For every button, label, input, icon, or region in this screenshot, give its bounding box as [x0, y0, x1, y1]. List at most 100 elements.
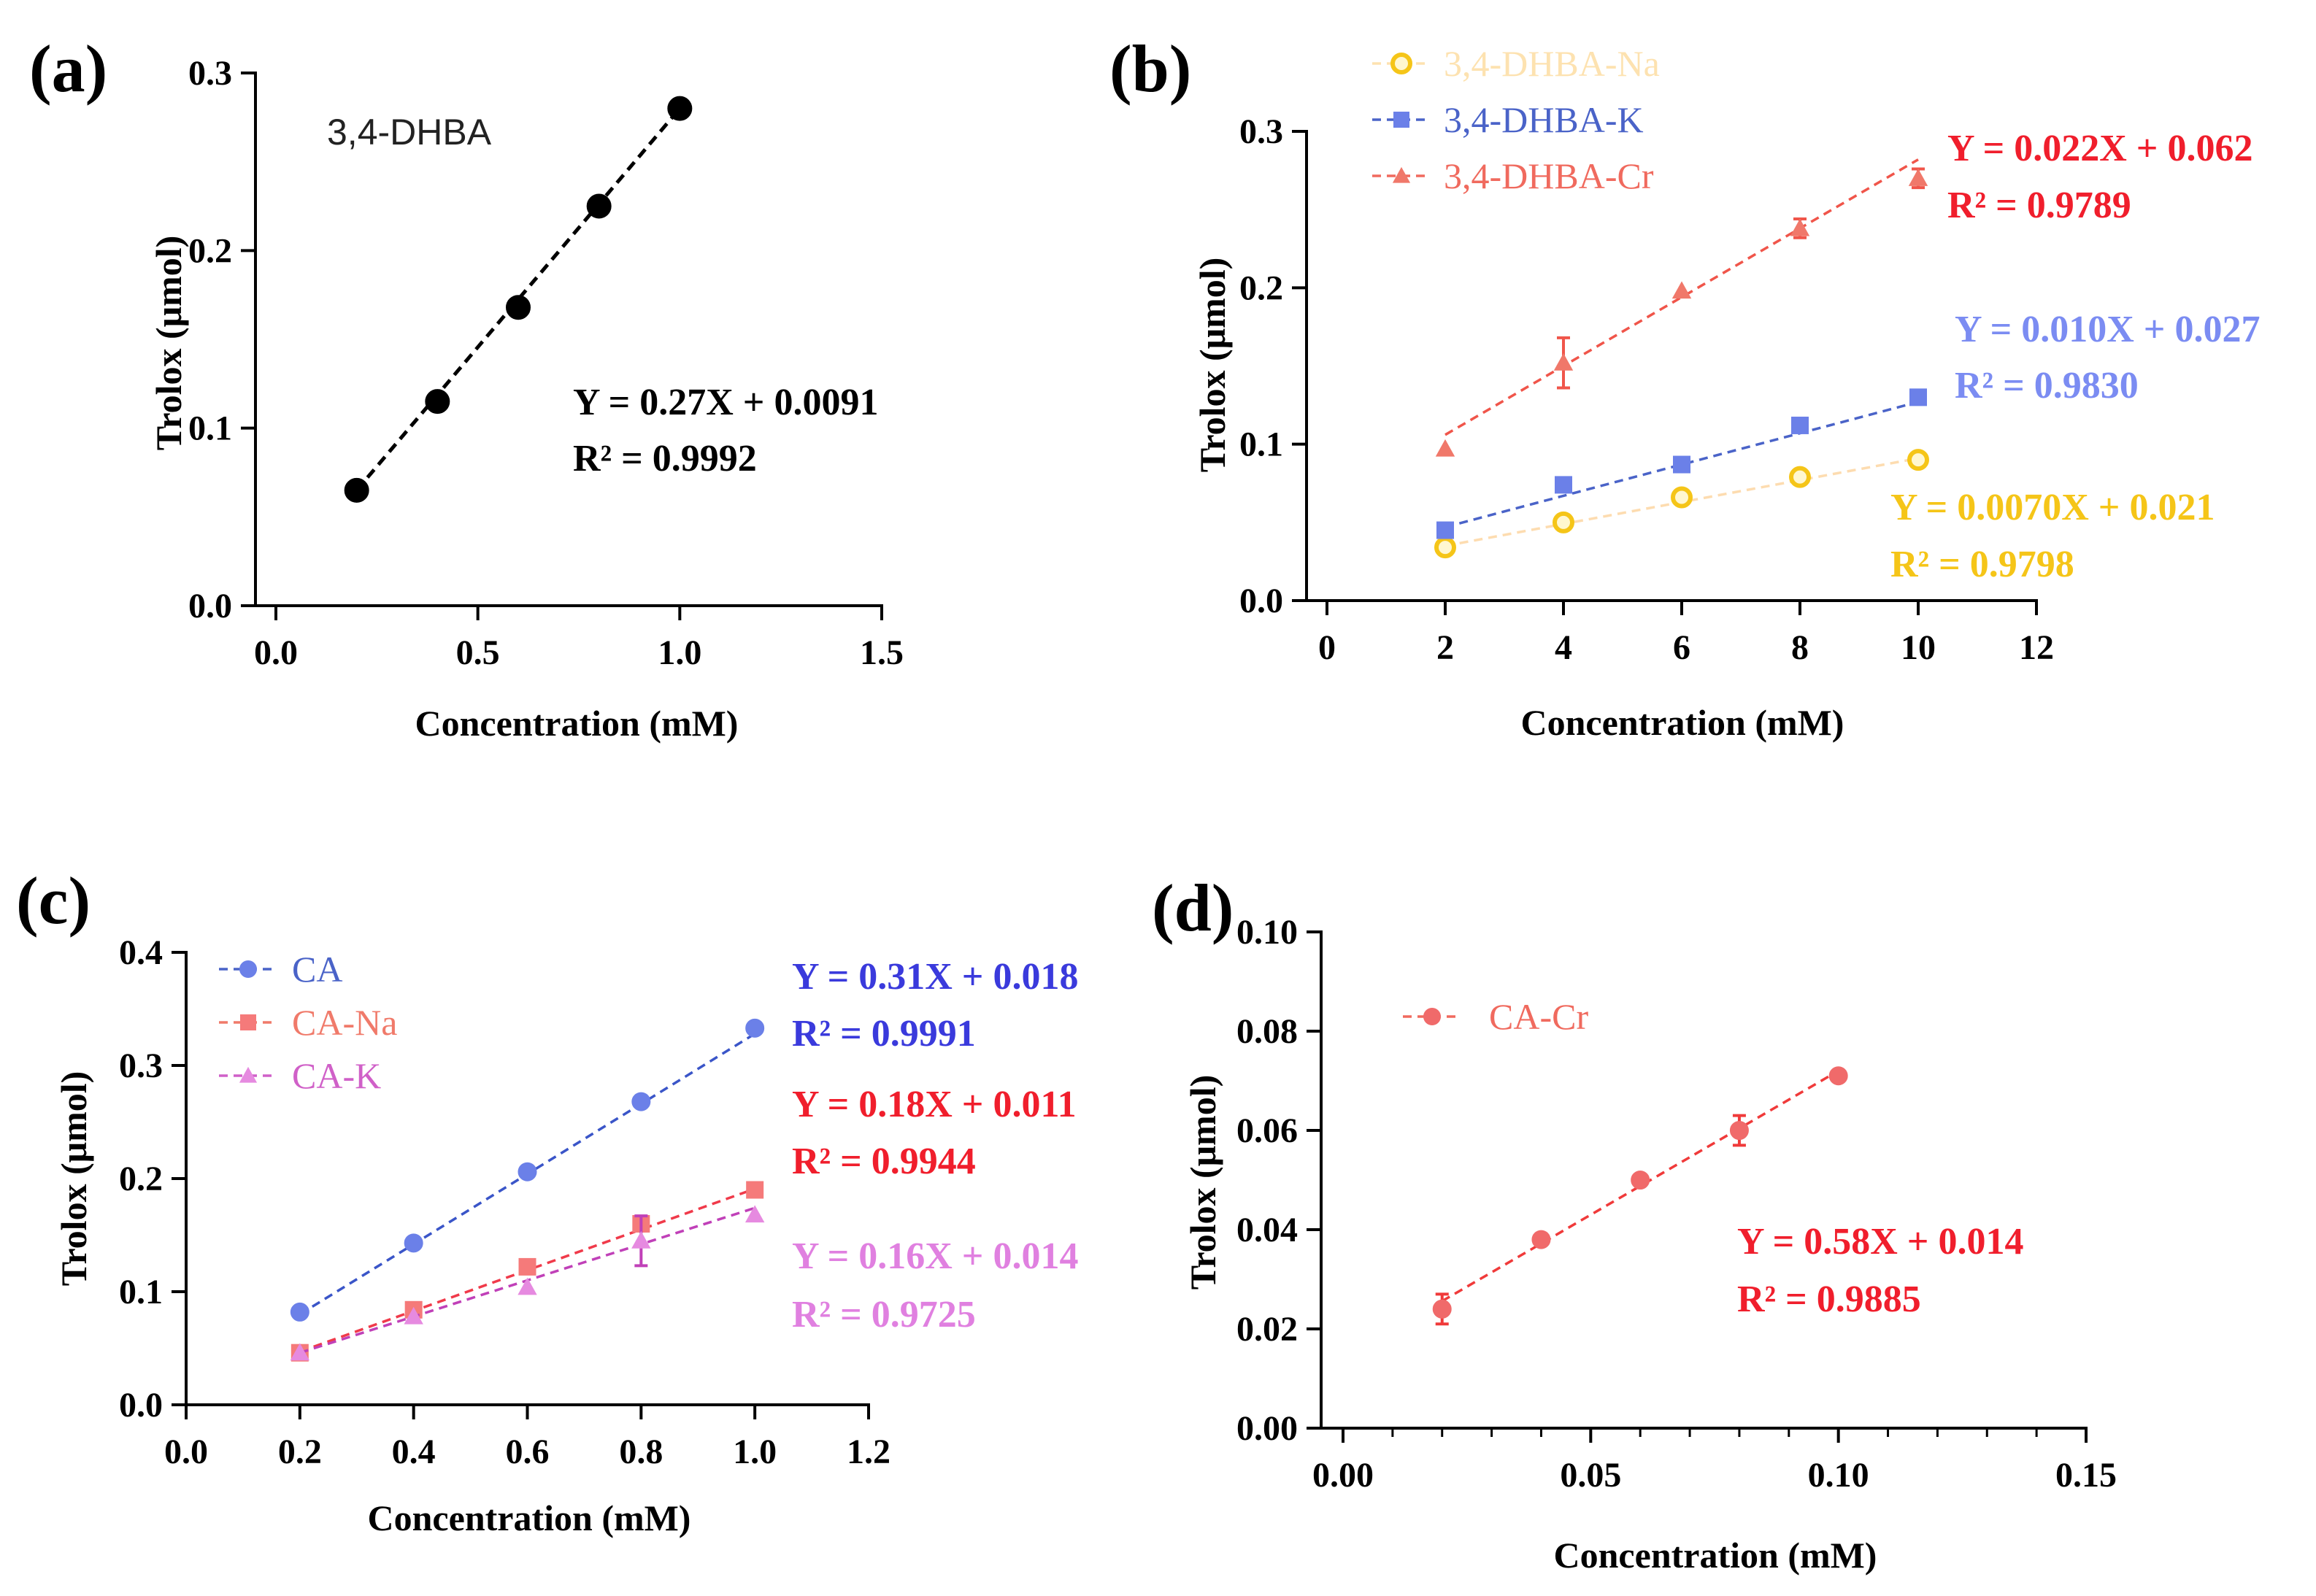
- x-tick-label: 0.4: [392, 1433, 436, 1471]
- y-tick-label: 0.00: [1236, 1409, 1298, 1448]
- data-point: [1907, 449, 1929, 471]
- x-axis-title: Concentration (mM): [1554, 1535, 1877, 1576]
- x-axis-title: Concentration (mM): [415, 703, 739, 744]
- panel-d: (d) 0.00 0.02 0.04 0.06 0.08 0.10 0.00 0.05 0.10 0…: [1152, 871, 2117, 1576]
- x-axis-title: Concentration (mM): [1521, 702, 1844, 743]
- r2-label: R² = 0.9885: [1737, 1279, 1921, 1320]
- x-tick-label: 0.8: [619, 1433, 663, 1471]
- y-axis-title: Trolox (μmol): [1192, 258, 1233, 473]
- fit-line: [1441, 1069, 1839, 1303]
- data-point: [1553, 353, 1574, 371]
- data-point: [631, 1231, 651, 1249]
- data-point: [1531, 1230, 1551, 1249]
- x-tick-label: 0.15: [2055, 1456, 2117, 1495]
- equation-label: Y = 0.27X + 0.0091: [573, 382, 878, 423]
- data-point: [1908, 169, 1928, 186]
- x-tick-label: 0.05: [1560, 1456, 1621, 1495]
- y-tick-label: 0.2: [119, 1160, 163, 1198]
- r2-label: R² = 0.9830: [1955, 365, 2139, 406]
- y-tick-label: 0.3: [119, 1046, 163, 1085]
- data-point: [1671, 281, 1692, 299]
- y-tick-label: 0.08: [1236, 1012, 1298, 1051]
- y-tick-label: 0.1: [188, 409, 232, 448]
- data-point: [1789, 466, 1811, 488]
- series-ca-k: [290, 1205, 765, 1361]
- data-point: [1790, 218, 1810, 236]
- legend-marker: [1390, 53, 1412, 74]
- panel-label: (b): [1109, 31, 1191, 106]
- y-tick-label: 0.06: [1236, 1111, 1298, 1150]
- data-point: [1434, 536, 1456, 559]
- panel-c: (c) 0.0 0.1 0.2 0.3 0.4 0.0 0.2 0.4 0.6 0.8 1.0 1.2 C…: [16, 863, 1078, 1538]
- x-tick-label: 0.00: [1312, 1456, 1374, 1495]
- legend-label: 3,4-DHBA-K: [1444, 99, 1644, 140]
- x-tick-label: 10: [1901, 628, 1936, 667]
- y-axis-title: Trolox (μmol): [1182, 1075, 1223, 1290]
- x-tick-label: 1.2: [847, 1433, 890, 1471]
- y-tick-label: 0.0: [119, 1386, 163, 1425]
- data-point: [745, 1205, 765, 1223]
- x-tick-label: 0.0: [164, 1433, 208, 1471]
- data-point: [1553, 511, 1574, 533]
- series-3-4-dhba-na: [1434, 449, 1929, 559]
- y-tick-label: 0.4: [119, 933, 163, 972]
- x-tick-label: 0.2: [278, 1433, 322, 1471]
- x-tick-label: 1.5: [860, 633, 904, 672]
- series-label: 3,4-DHBA: [327, 112, 492, 153]
- y-tick-label: 0.1: [119, 1273, 163, 1311]
- legend-marker: [239, 1066, 258, 1083]
- x-tick-label: 1.0: [658, 633, 701, 672]
- y-tick-label: 0.04: [1236, 1211, 1298, 1249]
- x-tick-label: 2: [1436, 628, 1454, 667]
- data-point: [518, 1277, 537, 1295]
- r2-label: R² = 0.9789: [1947, 185, 2131, 226]
- r2-label: R² = 0.9992: [573, 438, 757, 479]
- panel-label: (a): [29, 31, 107, 106]
- y-tick-label: 0.1: [1239, 425, 1283, 464]
- x-tick-label: 6: [1673, 628, 1690, 667]
- legend-marker: [1423, 1008, 1441, 1025]
- equation-label: Y = 0.18X + 0.011: [792, 1084, 1077, 1125]
- legend-label: CA: [292, 949, 342, 990]
- x-tick-label: 8: [1791, 628, 1809, 667]
- data-point: [631, 1092, 651, 1111]
- series-3-4-dhba: [344, 96, 693, 503]
- r2-label: R² = 0.9725: [792, 1294, 976, 1335]
- y-tick-label: 0.0: [1239, 582, 1283, 620]
- data-point: [667, 96, 693, 121]
- data-point: [404, 1306, 423, 1325]
- r2-label: R² = 0.9798: [1890, 544, 2074, 585]
- data-point: [1671, 486, 1693, 509]
- equation-label: Y = 0.31X + 0.018: [792, 956, 1078, 998]
- equation-label: Y = 0.58X + 0.014: [1737, 1221, 2023, 1262]
- data-point: [290, 1343, 310, 1361]
- y-axis-title: Trolox (μmol): [148, 236, 189, 451]
- y-tick-label: 0.3: [188, 54, 232, 93]
- x-tick-label: 0.10: [1808, 1456, 1869, 1495]
- data-point: [586, 193, 612, 219]
- legend-label: CA-Cr: [1489, 996, 1588, 1037]
- r2-label: R² = 0.9944: [792, 1141, 976, 1182]
- legend-marker: [239, 960, 257, 978]
- data-point: [425, 389, 450, 415]
- data-point: [1673, 455, 1690, 474]
- legend-label: CA-K: [292, 1055, 381, 1096]
- y-tick-label: 0.0: [188, 587, 232, 625]
- legend-label: 3,4-DHBA-Cr: [1444, 155, 1654, 196]
- data-point: [1631, 1171, 1650, 1190]
- equation-label: Y = 0.0070X + 0.021: [1890, 487, 2215, 528]
- legend-marker: [1393, 112, 1409, 128]
- x-tick-label: 0.6: [506, 1433, 550, 1471]
- x-tick-label: 0: [1318, 628, 1336, 667]
- legend-label: 3,4-DHBA-Na: [1444, 43, 1660, 84]
- data-point: [506, 295, 531, 320]
- x-tick-label: 1.0: [733, 1433, 777, 1471]
- y-axis-title: Trolox (μmol): [53, 1071, 94, 1287]
- series-ca: [290, 1018, 765, 1322]
- equation-label: Y = 0.022X + 0.062: [1947, 128, 2252, 169]
- series-ca-cr: [1432, 1066, 1848, 1326]
- data-point: [1432, 1299, 1452, 1319]
- panel-a: (a) 0.0 0.1 0.2 0.3 0.0 0.5 1.0 1.5 Concentration…: [29, 31, 904, 744]
- panel-label: (d): [1152, 871, 1234, 945]
